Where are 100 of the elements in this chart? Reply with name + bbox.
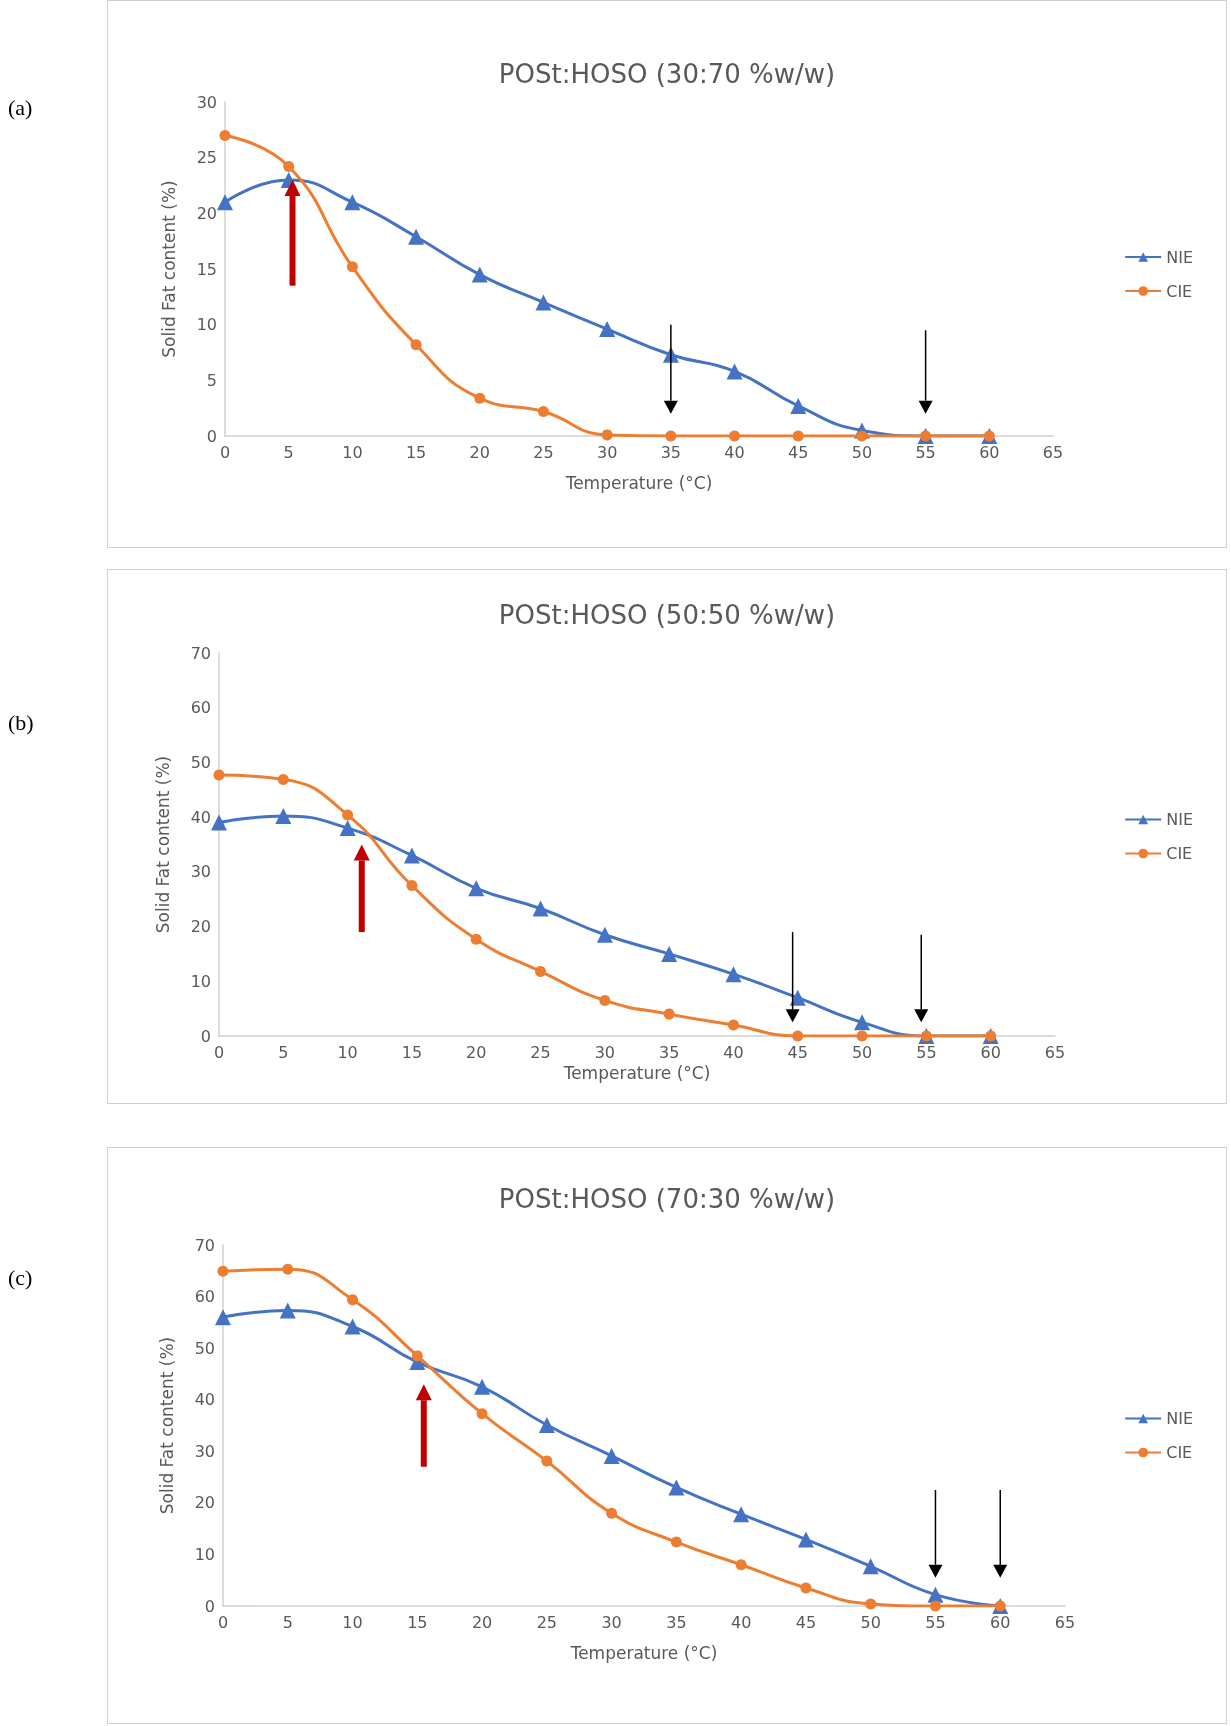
point bbox=[603, 1447, 620, 1464]
point bbox=[797, 1531, 814, 1548]
point bbox=[213, 769, 225, 781]
y-tick-label: 50 bbox=[190, 752, 211, 772]
point bbox=[733, 1506, 750, 1523]
point bbox=[606, 1507, 618, 1519]
legend-label: NIE bbox=[1166, 247, 1193, 267]
x-tick-label: 45 bbox=[788, 442, 809, 462]
point bbox=[410, 339, 422, 351]
point bbox=[789, 989, 806, 1006]
point bbox=[541, 1455, 553, 1467]
point bbox=[535, 965, 547, 977]
x-tick-label: 5 bbox=[278, 1042, 289, 1062]
x-tick-label: 50 bbox=[851, 442, 873, 462]
x-tick-label: 55 bbox=[915, 442, 936, 462]
point bbox=[856, 1030, 868, 1042]
x-tick-label: 20 bbox=[471, 1612, 493, 1632]
point bbox=[283, 161, 295, 173]
point bbox=[854, 1014, 871, 1031]
x-tick-label: 30 bbox=[601, 1612, 622, 1632]
point bbox=[217, 194, 233, 211]
y-tick-label: 20 bbox=[190, 917, 211, 937]
point bbox=[339, 820, 356, 837]
point bbox=[474, 392, 486, 404]
point bbox=[929, 1600, 941, 1612]
point bbox=[344, 1318, 361, 1335]
legend-label: CIE bbox=[1166, 1443, 1193, 1462]
point bbox=[411, 1350, 423, 1362]
y-tick-label: 10 bbox=[194, 1544, 215, 1564]
point bbox=[668, 1479, 685, 1496]
point bbox=[474, 1378, 491, 1395]
y-tick-label: 20 bbox=[196, 203, 217, 223]
x-tick-label: 0 bbox=[219, 442, 231, 462]
point bbox=[471, 266, 488, 283]
x-tick-label: 65 bbox=[1042, 442, 1064, 462]
point bbox=[342, 809, 354, 821]
point bbox=[729, 430, 741, 442]
chart-title: POSt:HOSO (50:50 %w/w) bbox=[498, 600, 836, 630]
y-tick-label: 15 bbox=[196, 259, 217, 279]
point bbox=[468, 880, 485, 897]
point bbox=[344, 194, 361, 211]
x-tick-label: 40 bbox=[723, 1042, 744, 1062]
x-tick-label: 55 bbox=[916, 1042, 937, 1062]
point bbox=[670, 1536, 682, 1548]
y-tick-label: 0 bbox=[204, 1596, 215, 1616]
point bbox=[403, 847, 420, 864]
point bbox=[408, 228, 425, 245]
legend-label: NIE bbox=[1166, 810, 1193, 829]
point bbox=[532, 900, 549, 917]
y-tick-label: 70 bbox=[194, 1235, 215, 1255]
x-tick-label: 10 bbox=[342, 442, 363, 462]
x-tick-label: 55 bbox=[925, 1612, 946, 1632]
point bbox=[211, 814, 227, 831]
point bbox=[792, 430, 804, 442]
x-tick-label: 65 bbox=[1054, 1612, 1076, 1632]
text: (c) bbox=[8, 1265, 33, 1291]
x-tick-label: 35 bbox=[666, 1612, 687, 1632]
point bbox=[661, 945, 678, 962]
y-tick-label: 30 bbox=[190, 862, 211, 882]
x-tick-label: 20 bbox=[469, 442, 490, 462]
x-axis-title: Temperature (°C) bbox=[562, 1063, 711, 1084]
x-tick-label: 45 bbox=[795, 1612, 817, 1632]
y-tick-label: 30 bbox=[194, 1441, 215, 1461]
point bbox=[538, 1416, 555, 1433]
point bbox=[219, 129, 231, 141]
x-axis-title: Temperature (°C) bbox=[564, 472, 713, 493]
x-tick-label: 60 bbox=[990, 1612, 1011, 1632]
chart-title: POSt:HOSO (70:30 %w/w) bbox=[498, 1184, 836, 1214]
x-tick-label: 40 bbox=[730, 1612, 752, 1632]
y-axis-title: Solid Fat content (%) bbox=[158, 180, 179, 358]
point bbox=[725, 966, 742, 983]
point bbox=[217, 1265, 229, 1277]
point bbox=[596, 926, 613, 943]
x-tick-label: 40 bbox=[724, 442, 745, 462]
point bbox=[535, 294, 552, 311]
y-tick-label: 10 bbox=[190, 971, 211, 991]
text: (b) bbox=[8, 710, 34, 736]
point bbox=[347, 1294, 359, 1306]
y-tick-label: 5 bbox=[206, 370, 217, 390]
point bbox=[601, 429, 613, 441]
x-tick-label: 65 bbox=[1044, 1042, 1066, 1062]
point bbox=[599, 994, 611, 1006]
point bbox=[279, 1302, 296, 1319]
y-tick-label: 30 bbox=[196, 92, 217, 112]
x-tick-label: 60 bbox=[979, 442, 1000, 462]
point bbox=[275, 808, 292, 825]
y-tick-label: 50 bbox=[194, 1338, 215, 1358]
x-tick-label: 15 bbox=[401, 1042, 423, 1062]
x-tick-label: 20 bbox=[466, 1042, 487, 1062]
x-tick-label: 25 bbox=[533, 442, 554, 462]
x-tick-label: 35 bbox=[660, 442, 682, 462]
x-tick-label: 5 bbox=[283, 442, 294, 462]
y-tick-label: 0 bbox=[206, 426, 217, 446]
y-axis-title: Solid Fat content (%) bbox=[156, 1336, 177, 1515]
point bbox=[277, 773, 289, 785]
x-tick-label: 30 bbox=[596, 442, 618, 462]
point bbox=[476, 1408, 488, 1420]
x-tick-label: 5 bbox=[282, 1612, 293, 1632]
point bbox=[792, 1030, 804, 1042]
x-tick-label: 45 bbox=[787, 1042, 808, 1062]
